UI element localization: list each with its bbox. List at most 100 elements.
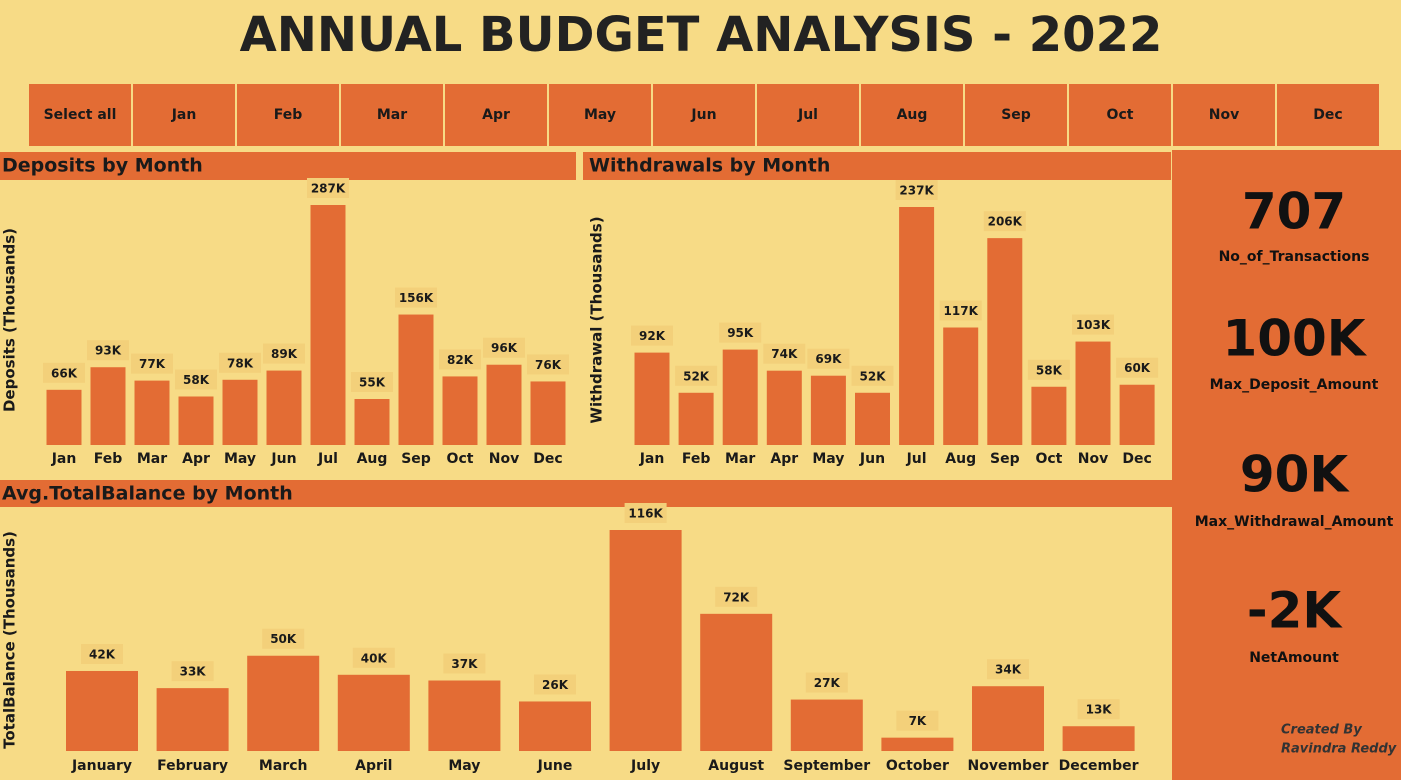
- x-tick-label: Oct: [447, 451, 474, 467]
- slicer-label[interactable]: Sep: [1001, 107, 1031, 123]
- data-label: 206K: [988, 215, 1023, 229]
- data-label: 92K: [639, 329, 666, 343]
- slicer-button[interactable]: [237, 84, 339, 146]
- slicer-label[interactable]: Apr: [482, 107, 510, 123]
- slicer-label[interactable]: Feb: [274, 107, 303, 123]
- y-axis-label: Deposits (Thousands): [1, 228, 19, 412]
- slicer-button[interactable]: [445, 84, 547, 146]
- data-label: 52K: [860, 369, 887, 383]
- bar: [855, 392, 890, 445]
- data-label: 58K: [183, 373, 210, 387]
- slicer-label[interactable]: Dec: [1313, 107, 1342, 123]
- x-tick-label: November: [968, 758, 1049, 774]
- chart-title: Withdrawals by Month: [589, 155, 830, 177]
- bar: [178, 396, 214, 445]
- credit: Created By: [1281, 723, 1362, 738]
- data-label: 117K: [944, 304, 979, 318]
- data-label: 60K: [1124, 361, 1151, 375]
- label-bg: [395, 287, 437, 308]
- bar: [1062, 726, 1135, 751]
- bar: [428, 680, 501, 751]
- slicer-label[interactable]: Jan: [171, 107, 197, 123]
- slicer-label[interactable]: Jun: [690, 107, 716, 123]
- slicer-button[interactable]: [1173, 84, 1275, 146]
- x-tick-label: Nov: [489, 451, 519, 467]
- bar: [943, 327, 979, 445]
- chart-title: Deposits by Month: [2, 155, 203, 177]
- x-tick-label: Feb: [94, 451, 123, 467]
- x-tick-label: April: [355, 758, 392, 774]
- label-bg: [983, 211, 1026, 232]
- slicer-button[interactable]: [757, 84, 859, 146]
- x-tick-label: Jul: [317, 451, 338, 467]
- bar: [530, 381, 566, 445]
- bar: [247, 655, 320, 751]
- label-bg: [443, 653, 486, 674]
- slicer-label[interactable]: Jul: [797, 107, 818, 123]
- x-tick-label: October: [886, 758, 949, 774]
- x-tick-label: Aug: [357, 451, 388, 467]
- data-label: 82K: [447, 353, 474, 367]
- chart-title: Avg.TotalBalance by Month: [2, 483, 293, 505]
- bar: [90, 367, 126, 445]
- slicer-label[interactable]: Aug: [897, 107, 928, 123]
- bar: [1075, 341, 1111, 445]
- kpi-label: NetAmount: [1249, 650, 1339, 666]
- slicer-button[interactable]: [1069, 84, 1171, 146]
- slicer-button[interactable]: [965, 84, 1067, 146]
- label-bg: [763, 343, 806, 364]
- bar: [1119, 384, 1155, 445]
- bar: [354, 399, 390, 445]
- kpi-label: Max_Deposit_Amount: [1210, 377, 1379, 393]
- kpi-value: 90K: [1240, 446, 1351, 504]
- slicer-button[interactable]: [549, 84, 651, 146]
- bar: [46, 389, 82, 445]
- slicer-button[interactable]: [653, 84, 755, 146]
- data-label: 72K: [723, 590, 750, 604]
- label-bg: [896, 710, 939, 731]
- bar: [700, 613, 773, 751]
- bar: [722, 349, 758, 445]
- x-tick-label: May: [448, 758, 480, 774]
- data-label: 78K: [227, 356, 254, 370]
- data-label: 66K: [51, 366, 78, 380]
- label-bg: [719, 322, 762, 343]
- slicer-label[interactable]: Select all: [44, 107, 117, 123]
- bar: [486, 364, 522, 445]
- data-label: 50K: [270, 632, 297, 646]
- label-bg: [175, 369, 217, 390]
- x-tick-label: Aug: [945, 451, 976, 467]
- label-bg: [483, 337, 525, 358]
- x-tick-label: Dec: [533, 451, 562, 467]
- slicer-button[interactable]: [341, 84, 443, 146]
- data-label: 13K: [1086, 703, 1113, 717]
- y-axis-label: TotalBalance (Thousands): [1, 531, 19, 749]
- slicer-label[interactable]: Oct: [1107, 107, 1134, 123]
- slicer-button[interactable]: [29, 84, 131, 146]
- x-tick-label: June: [537, 758, 573, 774]
- kpi-value: 100K: [1222, 310, 1367, 368]
- x-tick-label: Sep: [990, 451, 1020, 467]
- bar: [266, 370, 302, 445]
- kpi-value: 707: [1242, 183, 1346, 241]
- slicer-button[interactable]: [133, 84, 235, 146]
- label-bg: [1116, 357, 1159, 378]
- data-label: 27K: [814, 676, 841, 690]
- slicer-button[interactable]: [861, 84, 963, 146]
- label-bg: [807, 348, 850, 369]
- dashboard-title: ANNUAL BUDGET ANALYSIS - 2022: [240, 7, 1163, 63]
- label-bg: [851, 365, 894, 386]
- data-label: 103K: [1076, 318, 1111, 332]
- header-bar: [0, 152, 576, 180]
- label-bg: [805, 672, 848, 693]
- data-label: 237K: [899, 184, 934, 198]
- slicer-label[interactable]: Mar: [377, 107, 407, 123]
- slicer-label[interactable]: Nov: [1209, 107, 1239, 123]
- slicer-label[interactable]: May: [584, 107, 616, 123]
- slicer-button[interactable]: [1277, 84, 1379, 146]
- data-label: 58K: [1036, 363, 1063, 377]
- bar: [609, 530, 682, 751]
- label-bg: [715, 586, 758, 607]
- data-label: 26K: [542, 678, 569, 692]
